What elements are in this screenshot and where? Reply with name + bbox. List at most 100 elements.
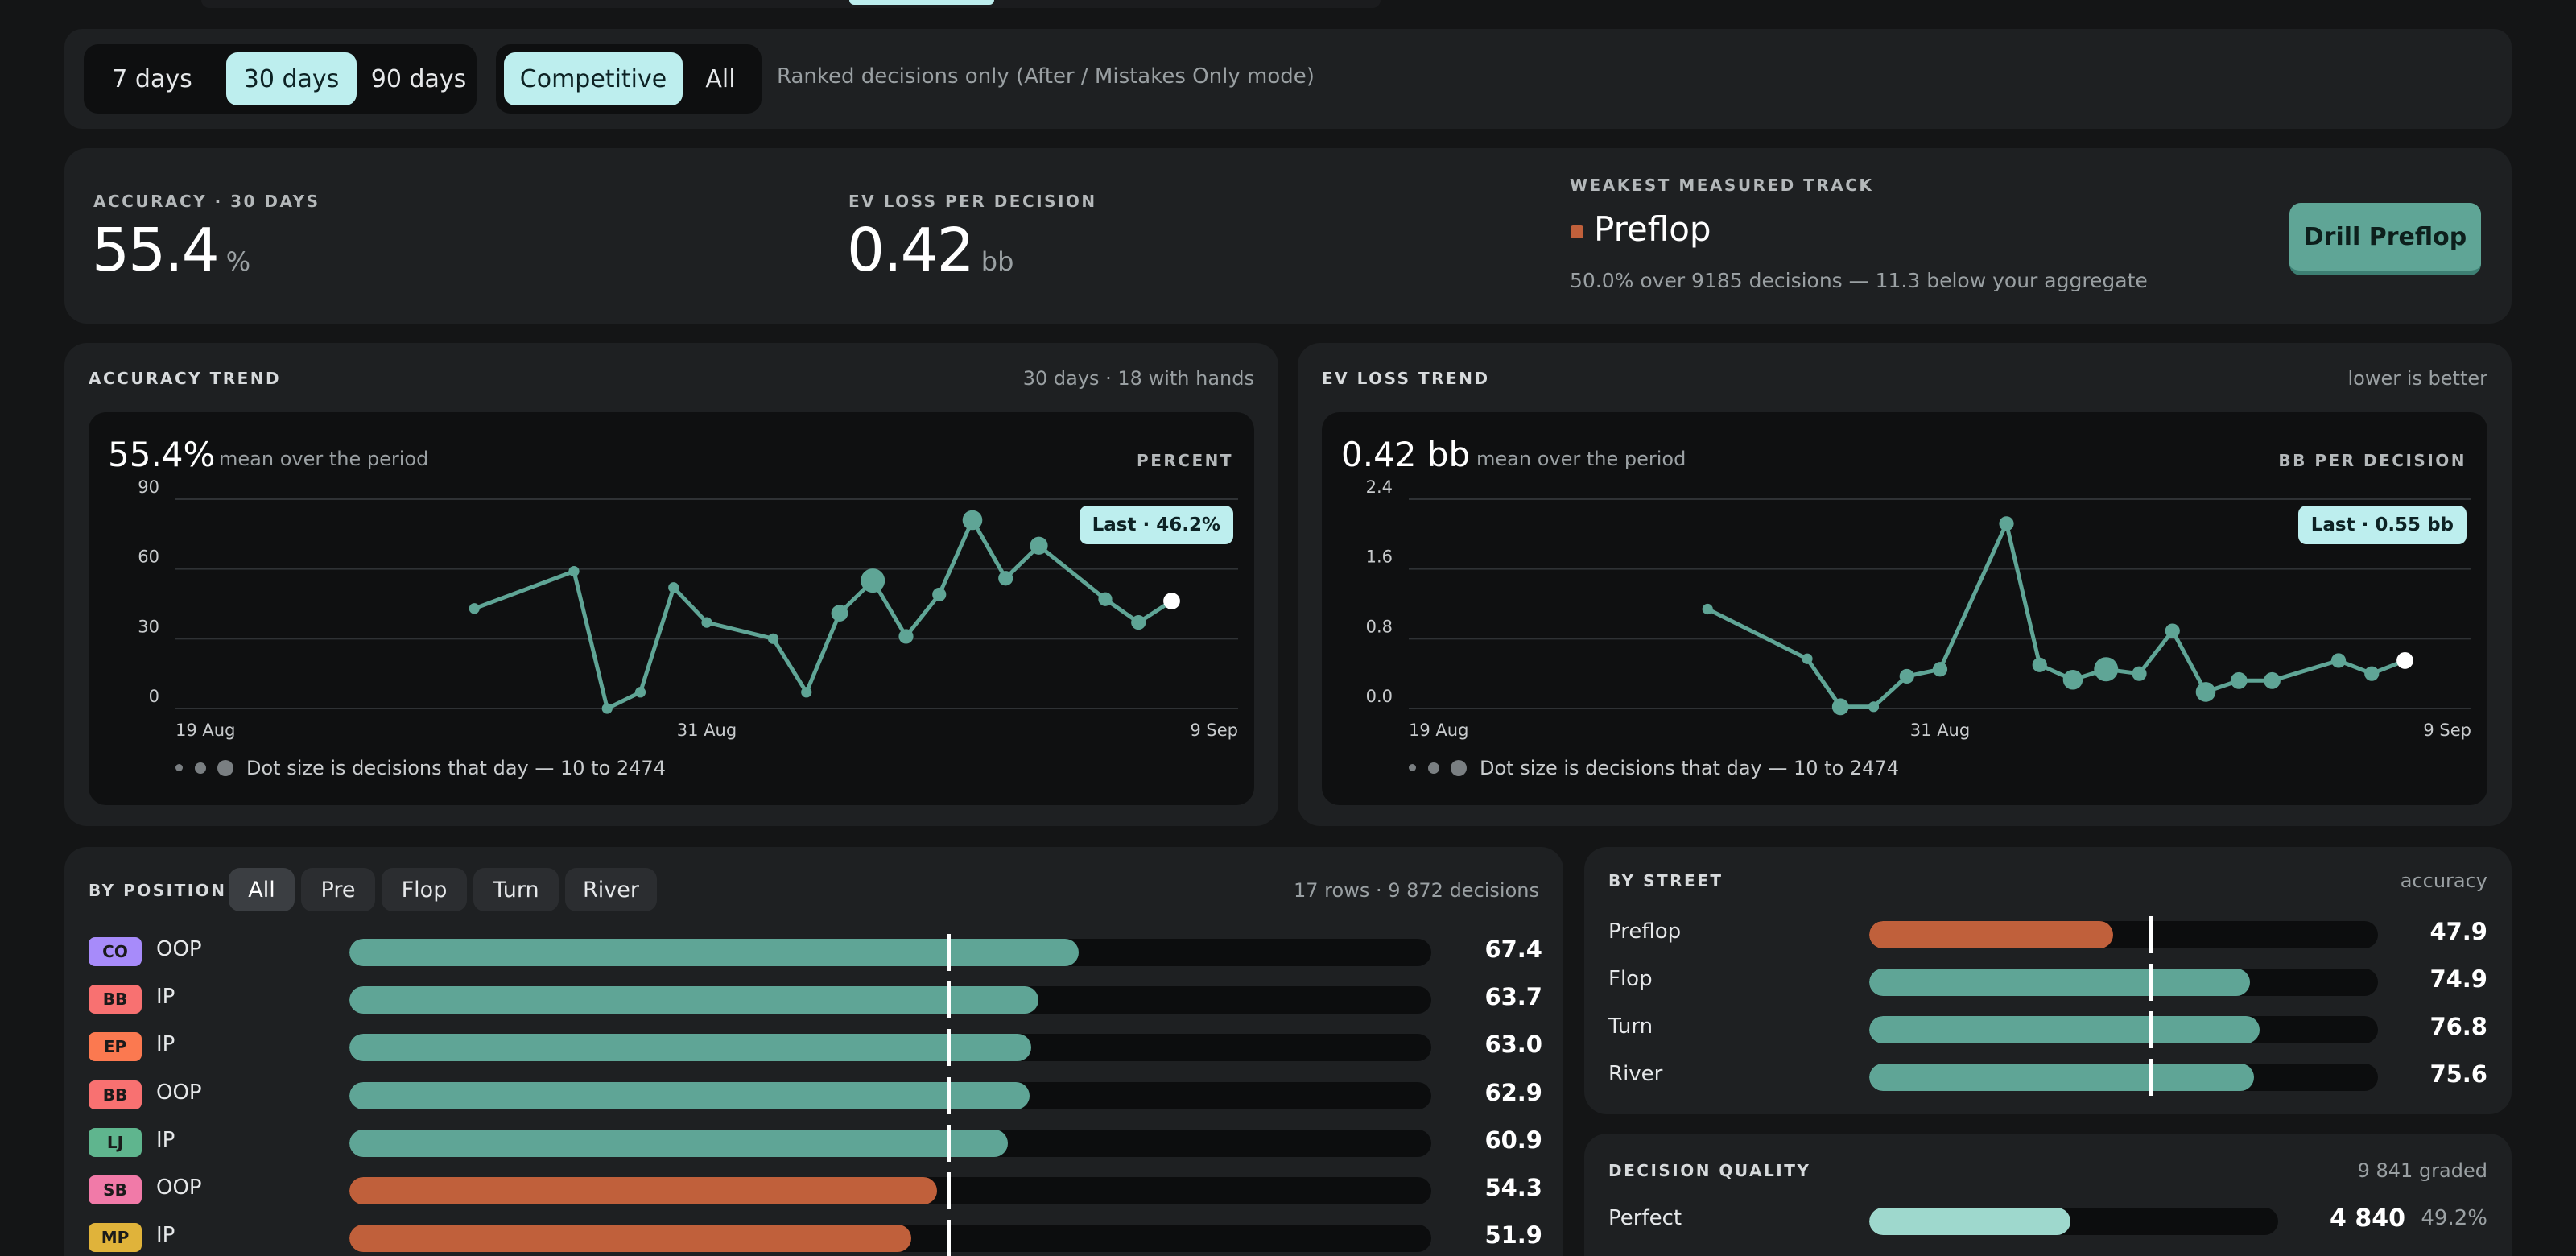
accuracy-last-point[interactable] — [1163, 593, 1180, 609]
tab-flop[interactable]: Flop — [382, 868, 467, 911]
ev-loss-data-point[interactable] — [2062, 669, 2083, 690]
position-bar-track — [349, 1129, 1431, 1157]
position-row[interactable]: SB OOP 54.3 — [89, 1172, 1542, 1209]
mode-competitive-button[interactable]: Competitive — [504, 52, 683, 105]
ev-loss-data-point[interactable] — [2330, 653, 2347, 668]
accuracy-x-tick-label: 9 Sep — [1190, 721, 1238, 740]
accuracy-data-point[interactable] — [1030, 536, 1048, 555]
ev-loss-data-point[interactable] — [2364, 666, 2380, 681]
accuracy-data-point[interactable] — [962, 510, 983, 531]
accuracy-data-point[interactable] — [568, 565, 580, 577]
position-context: IP — [156, 985, 175, 1010]
range-7-days-button[interactable]: 7 days — [112, 64, 192, 93]
ev-loss-data-point[interactable] — [1702, 603, 1713, 615]
ev-loss-x-tick-label: 9 Sep — [2423, 721, 2471, 740]
position-badge: EP — [89, 1032, 142, 1062]
ev-loss-chart: 2.4 1.6 0.8 0.0 19 Aug 31 Aug 9 Sep — [1366, 477, 2471, 740]
position-average-marker — [947, 1220, 951, 1256]
ev-loss-data-point[interactable] — [2165, 623, 2180, 638]
ev-loss-last-point[interactable] — [2396, 652, 2413, 669]
accuracy-data-point[interactable] — [898, 629, 914, 644]
dot-size-legend-icon — [1428, 762, 1439, 774]
weakest-track-name: Preflop — [1594, 209, 1711, 249]
weakest-track-description: 50.0% over 9185 decisions — 11.3 below y… — [1570, 269, 2148, 292]
position-row[interactable]: BB IP 63.7 — [89, 981, 1542, 1019]
accuracy-mean-caption: mean over the period — [219, 448, 429, 470]
position-accuracy-value: 60.9 — [1484, 1126, 1542, 1154]
accuracy-data-point[interactable] — [998, 571, 1013, 586]
street-bar-track[interactable] — [1869, 1064, 2378, 1091]
dot-size-legend-icon — [217, 760, 233, 776]
accuracy-label: ACCURACY · 30 DAYS — [93, 192, 320, 211]
ev-loss-data-point[interactable] — [2230, 671, 2248, 689]
accuracy-x-tick-label: 19 Aug — [175, 721, 235, 740]
position-bar-fill — [349, 1177, 937, 1204]
ev-loss-data-point[interactable] — [1899, 668, 1914, 684]
ev-loss-label: EV LOSS PER DECISION — [848, 192, 1097, 211]
by-position-title: BY POSITION — [89, 881, 227, 900]
position-average-marker — [947, 1172, 951, 1209]
accuracy-series-line — [473, 518, 1173, 711]
position-bar-fill — [349, 939, 1079, 966]
filter-bar: 7 days 30 days 90 days Competitive All R… — [64, 29, 2512, 129]
accuracy-data-point[interactable] — [932, 587, 947, 602]
position-bar-fill — [349, 986, 1039, 1014]
accuracy-data-point[interactable] — [801, 687, 812, 698]
tab-all[interactable]: All — [229, 868, 295, 911]
ev-loss-data-point[interactable] — [2032, 657, 2047, 672]
position-row[interactable]: MP IP 51.9 — [89, 1220, 1542, 1256]
dot-size-legend-icon — [175, 764, 183, 771]
dot-size-legend-icon — [1451, 760, 1467, 776]
ev-loss-data-point[interactable] — [1999, 516, 2014, 531]
accuracy-data-point[interactable] — [668, 582, 679, 593]
ev-loss-data-point[interactable] — [2264, 671, 2281, 689]
tab-turn[interactable]: Turn — [473, 868, 559, 911]
decision-quality-card: DECISION QUALITY 9 841 graded Perfect 4 … — [1584, 1134, 2512, 1256]
ev-loss-x-tick-label: 19 Aug — [1409, 721, 1468, 740]
street-bar-track[interactable] — [1869, 1016, 2378, 1043]
filter-note: Ranked decisions only (After / Mistakes … — [777, 64, 1315, 89]
position-average-marker — [947, 1076, 951, 1114]
street-bar-track[interactable] — [1869, 921, 2378, 948]
summary-card: ACCURACY · 30 DAYS 55.4% EV LOSS PER DEC… — [64, 148, 2512, 324]
range-90-days-button[interactable]: 90 days — [370, 64, 467, 93]
tab-river[interactable]: River — [565, 868, 657, 911]
ev-loss-data-point[interactable] — [1932, 662, 1948, 677]
accuracy-data-point[interactable] — [1098, 592, 1113, 606]
range-30-days-button[interactable]: 30 days — [226, 52, 357, 105]
ev-trend-meta: lower is better — [2347, 367, 2488, 390]
accuracy-data-point[interactable] — [634, 687, 646, 698]
accuracy-data-point[interactable] — [1131, 615, 1146, 630]
ev-loss-data-point[interactable] — [1868, 701, 1880, 713]
position-average-marker — [947, 1124, 951, 1162]
accuracy-data-point[interactable] — [601, 703, 613, 714]
position-row[interactable]: LJ IP 60.9 — [89, 1124, 1542, 1162]
accuracy-data-point[interactable] — [831, 605, 848, 622]
ev-loss-data-point[interactable] — [1802, 653, 1813, 664]
ev-loss-data-point[interactable] — [1831, 698, 1849, 716]
position-context: OOP — [156, 1080, 202, 1105]
position-accuracy-value: 62.9 — [1484, 1078, 1542, 1106]
accuracy-data-point[interactable] — [861, 568, 886, 593]
tab-pre[interactable]: Pre — [301, 868, 375, 911]
accuracy-trend-card: ACCURACY TREND 30 days · 18 with hands 5… — [64, 343, 1278, 826]
accuracy-data-point[interactable] — [701, 617, 712, 628]
ev-loss-data-point[interactable] — [2132, 666, 2147, 681]
mode-all-button[interactable]: All — [705, 64, 736, 93]
drill-preflop-button[interactable]: Drill Preflop — [2289, 203, 2481, 275]
position-row[interactable]: EP IP 63.0 — [89, 1029, 1542, 1067]
accuracy-data-point[interactable] — [767, 633, 779, 644]
street-average-marker — [2149, 916, 2153, 953]
quality-perfect-count: 4 840 — [2330, 1204, 2405, 1233]
street-name: Preflop — [1608, 919, 1682, 944]
street-average-marker — [2149, 1059, 2153, 1096]
accuracy-data-point[interactable] — [469, 603, 480, 614]
position-row[interactable]: BB OOP 62.9 — [89, 1076, 1542, 1114]
dot-size-legend-text: Dot size is decisions that day — 10 to 2… — [246, 757, 666, 779]
position-row[interactable]: CO OOP 67.4 — [89, 934, 1542, 971]
street-bar-track[interactable] — [1869, 969, 2378, 996]
ev-loss-data-point[interactable] — [2195, 682, 2216, 702]
position-accuracy-value: 54.3 — [1484, 1174, 1542, 1201]
ev-loss-data-point[interactable] — [2094, 657, 2119, 682]
position-bar-track — [349, 986, 1431, 1014]
